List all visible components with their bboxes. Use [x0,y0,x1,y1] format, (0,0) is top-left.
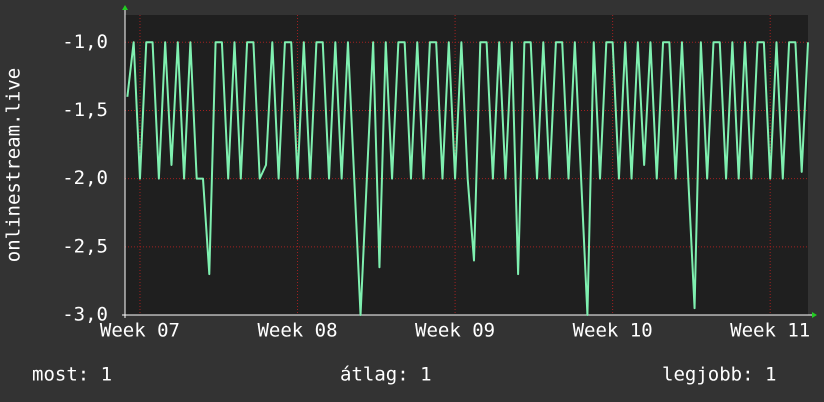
footer-average: átlag: 1 [340,364,432,386]
x-tick-label: Week 11 [730,320,810,342]
x-tick-label: Week 09 [415,320,495,342]
footer-current: most: 1 [32,364,112,386]
y-tick-label: -2,0 [62,167,108,189]
y-tick-label: -1,0 [62,31,108,53]
x-tick-label: Week 07 [100,320,180,342]
y-axis-arrow [122,5,128,10]
series-line [126,41,809,316]
footer-best: legjobb: 1 [662,364,776,386]
y-tick-label: -1,5 [62,99,108,121]
x-tick-label: Week 08 [257,320,337,342]
y-tick-label: -3,0 [62,304,108,326]
x-tick-label: Week 10 [573,320,653,342]
y-axis-label: onlinestream.live [3,68,25,262]
y-tick-label: -2,5 [62,235,108,257]
x-axis-arrow [812,312,817,318]
